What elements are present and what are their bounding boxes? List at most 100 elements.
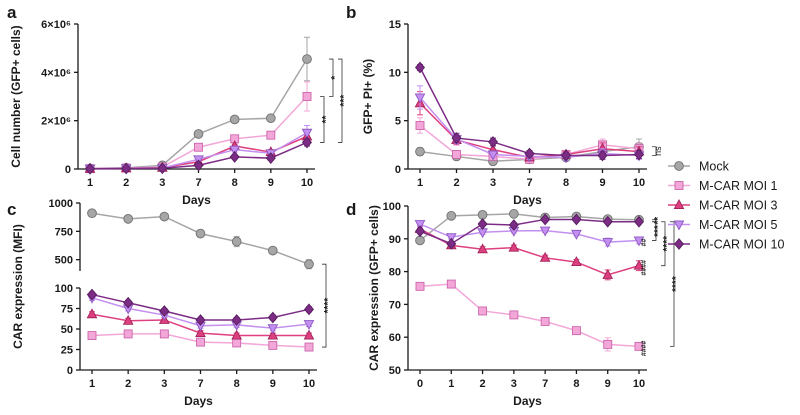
x-tick-label: 7 xyxy=(542,378,548,390)
y-tick-label: 2×10⁶ xyxy=(41,116,71,128)
bracket-line xyxy=(329,58,334,97)
data-point xyxy=(415,281,425,291)
y-axis-title: GFP+ PI+ (%) xyxy=(361,59,375,134)
data-point xyxy=(488,136,498,148)
data-point xyxy=(633,236,645,247)
legend-item-m-car-moi-10: M-CAR MOI 10 xyxy=(668,238,784,252)
data-point xyxy=(415,225,425,238)
data-point xyxy=(524,147,535,160)
x-tick-label: 7 xyxy=(195,177,201,189)
y-tick-label: 0 xyxy=(395,164,401,176)
bracket-label: ** xyxy=(653,217,664,225)
y-tick-label: 500 xyxy=(55,255,73,267)
panel-letter-a: a xyxy=(7,3,17,22)
x-tick-label: 2 xyxy=(123,177,129,189)
data-point xyxy=(229,114,240,125)
legend-item-m-car-moi-3: M-CAR MOI 3 xyxy=(668,199,778,213)
significance-bracket: *** xyxy=(338,58,350,143)
legend: Mock M-CAR MOI 1 M-CAR MOI 3 M-CAR MOI 5 M-C… xyxy=(668,160,784,252)
data-point xyxy=(266,130,276,140)
y-tick-label: 15 xyxy=(389,19,401,31)
legend-marker xyxy=(674,238,684,250)
series-m-car-moi-3 xyxy=(414,223,645,281)
data-point xyxy=(487,150,499,161)
data-point xyxy=(87,288,97,301)
series-m-car-moi-3 xyxy=(86,308,315,340)
bracket-line xyxy=(652,146,657,156)
y-tick-label: 6×10⁶ xyxy=(41,19,71,31)
data-point xyxy=(123,329,133,339)
x-tick-label: 3 xyxy=(159,177,165,189)
data-point xyxy=(229,151,240,163)
data-point xyxy=(86,308,98,319)
data-point xyxy=(194,142,203,152)
x-tick-label: 1 xyxy=(448,378,454,390)
data-point xyxy=(304,259,314,270)
y-tick-label: 1000 xyxy=(49,198,73,210)
x-tick-label: 8 xyxy=(563,177,569,189)
x-tick-label: 2 xyxy=(125,378,131,390)
data-point xyxy=(603,339,613,349)
data-point xyxy=(229,145,241,156)
legend-label: M-CAR MOI 3 xyxy=(699,199,778,213)
data-point xyxy=(634,215,644,228)
data-point xyxy=(478,306,488,316)
data-point xyxy=(477,210,488,220)
x-tick-label: 10 xyxy=(633,378,645,390)
series-m-car-moi-10 xyxy=(415,213,644,250)
x-tick-label: 8 xyxy=(232,177,238,189)
bracket-line xyxy=(652,221,657,241)
y-tick-label: 0 xyxy=(67,365,73,377)
x-tick-label: 3 xyxy=(511,378,517,390)
data-point xyxy=(231,329,243,340)
data-point xyxy=(121,162,132,175)
bracket-label: *** xyxy=(653,225,664,237)
bracket-label: **** xyxy=(671,276,682,292)
x-tick-label: 2 xyxy=(453,177,459,189)
data-point xyxy=(159,211,170,222)
data-point xyxy=(267,329,279,340)
x-tick-label: 1 xyxy=(87,177,93,189)
data-point xyxy=(159,329,169,339)
x-tick-label: 8 xyxy=(234,378,240,390)
y-tick-label: 50 xyxy=(61,324,73,336)
y-tick-label: 5 xyxy=(395,116,401,128)
x-tick-label: 9 xyxy=(599,177,605,189)
series-m-car-moi-5 xyxy=(86,293,315,335)
legend-marker xyxy=(674,161,684,171)
significance-bracket: ** xyxy=(652,217,664,225)
panel-letter-b: b xyxy=(346,3,356,22)
data-point xyxy=(415,61,425,74)
bracket-label: * xyxy=(330,76,341,80)
x-tick-label: 3 xyxy=(490,177,496,189)
x-tick-label: 0 xyxy=(417,378,423,390)
data-point xyxy=(415,121,425,130)
x-tick-label: 3 xyxy=(161,378,167,390)
data-point xyxy=(634,148,644,161)
data-point xyxy=(571,213,582,226)
data-point xyxy=(602,238,614,249)
legend-item-m-car-moi-1: M-CAR MOI 1 xyxy=(668,179,778,193)
panel-letter-d: d xyxy=(346,200,356,219)
significance-bracket: ns xyxy=(652,146,663,156)
data-point xyxy=(508,241,520,252)
x-tick-label: 10 xyxy=(301,177,313,189)
panel-letter-c: c xyxy=(7,200,16,219)
x-tick-label: 1 xyxy=(89,378,95,390)
data-point xyxy=(195,228,206,239)
bracket-line xyxy=(661,221,666,267)
data-point xyxy=(302,54,312,64)
x-tick-label: 8 xyxy=(573,378,579,390)
significance-hash-label: #### xyxy=(641,260,648,276)
data-point xyxy=(477,243,488,254)
data-point xyxy=(303,320,315,331)
series-m-car-moi-10 xyxy=(85,136,312,175)
data-point xyxy=(571,229,582,240)
data-point xyxy=(302,92,312,101)
x-axis-title: Days xyxy=(513,193,542,207)
data-point xyxy=(303,329,315,340)
data-point xyxy=(446,279,456,289)
y-tick-label: 90 xyxy=(389,234,401,246)
series-mock xyxy=(85,36,312,174)
data-point xyxy=(561,149,571,162)
